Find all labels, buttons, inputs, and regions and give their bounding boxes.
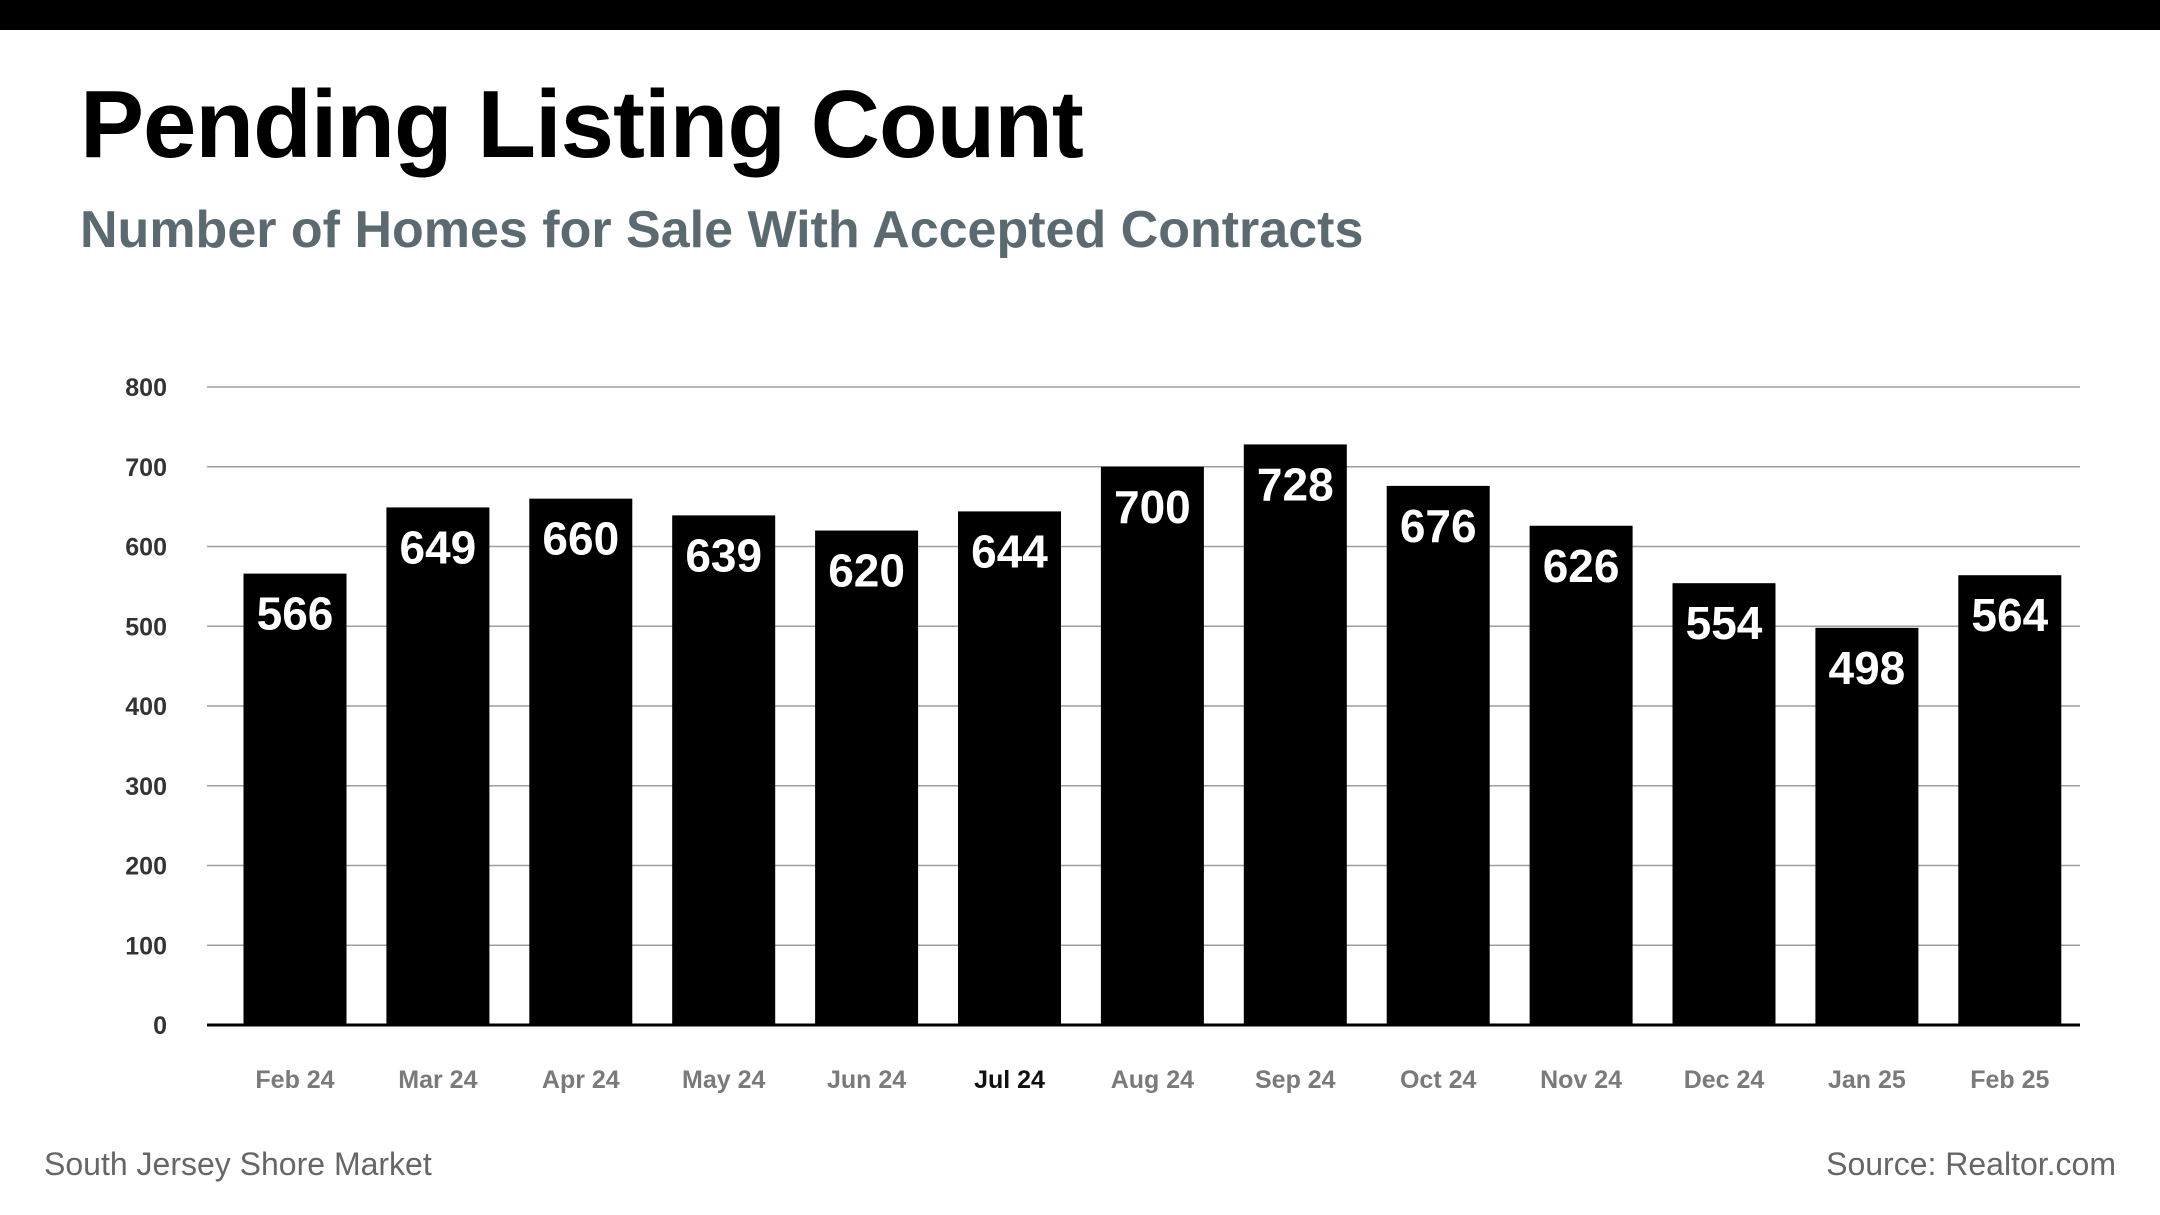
bar-value-label: 728 xyxy=(1257,458,1334,510)
bar-value-label: 566 xyxy=(257,588,334,640)
bar xyxy=(529,498,633,1025)
top-bar xyxy=(0,0,2160,30)
bar-value-label: 626 xyxy=(1543,540,1620,592)
bar-value-label: 644 xyxy=(971,525,1048,577)
x-category-label: Jan 25 xyxy=(1828,1066,1906,1094)
y-tick-label: 100 xyxy=(125,932,167,960)
y-tick-label: 200 xyxy=(125,853,167,881)
bar-value-label: 564 xyxy=(1971,589,2048,641)
bar xyxy=(1386,485,1490,1025)
x-category-label: Jul 24 xyxy=(974,1066,1045,1094)
x-category-label: Nov 24 xyxy=(1540,1066,1622,1094)
y-tick-label: 800 xyxy=(125,374,167,402)
x-category-label: Jun 24 xyxy=(827,1066,906,1094)
bar xyxy=(672,515,776,1025)
bar-value-label: 554 xyxy=(1686,597,1763,649)
y-tick-label: 0 xyxy=(153,1012,167,1040)
bar xyxy=(1243,444,1347,1025)
bar xyxy=(958,511,1061,1025)
market-name: South Jersey Shore Market xyxy=(44,1146,432,1182)
x-category-label: Dec 24 xyxy=(1684,1066,1765,1094)
bar-value-label: 498 xyxy=(1829,642,1906,694)
bar-value-label: 700 xyxy=(1114,481,1191,533)
chart-subtitle: Number of Homes for Sale With Accepted C… xyxy=(80,201,1364,259)
bar xyxy=(1958,575,2062,1025)
x-category-label: Feb 25 xyxy=(1970,1066,2049,1094)
bar-value-label: 676 xyxy=(1400,500,1477,552)
x-category-label: Mar 24 xyxy=(398,1066,477,1094)
x-category-label: Oct 24 xyxy=(1400,1066,1477,1094)
bar-value-label: 660 xyxy=(542,513,619,565)
y-tick-label: 600 xyxy=(125,534,167,562)
x-category-label: Sep 24 xyxy=(1255,1066,1336,1094)
y-tick-label: 400 xyxy=(125,693,167,721)
x-category-label: Aug 24 xyxy=(1111,1066,1194,1094)
bar-value-label: 649 xyxy=(400,521,477,573)
bar xyxy=(815,530,919,1025)
x-category-label: Apr 24 xyxy=(542,1066,620,1094)
bar xyxy=(1815,627,1919,1025)
y-tick-label: 500 xyxy=(125,613,167,641)
bar xyxy=(386,507,490,1025)
x-category-label: May 24 xyxy=(682,1066,765,1094)
bar xyxy=(1672,583,1776,1025)
x-category-label: Feb 24 xyxy=(255,1066,334,1094)
y-tick-label: 300 xyxy=(125,773,167,801)
source-credit: Source: Realtor.com xyxy=(1826,1146,2116,1182)
bar xyxy=(1100,466,1204,1025)
y-tick-label: 700 xyxy=(125,454,167,482)
chart-title: Pending Listing Count xyxy=(80,71,1084,178)
bar-value-label: 639 xyxy=(685,529,762,581)
bar xyxy=(243,573,347,1025)
bar xyxy=(1529,525,1633,1025)
bar-value-label: 620 xyxy=(828,545,905,597)
